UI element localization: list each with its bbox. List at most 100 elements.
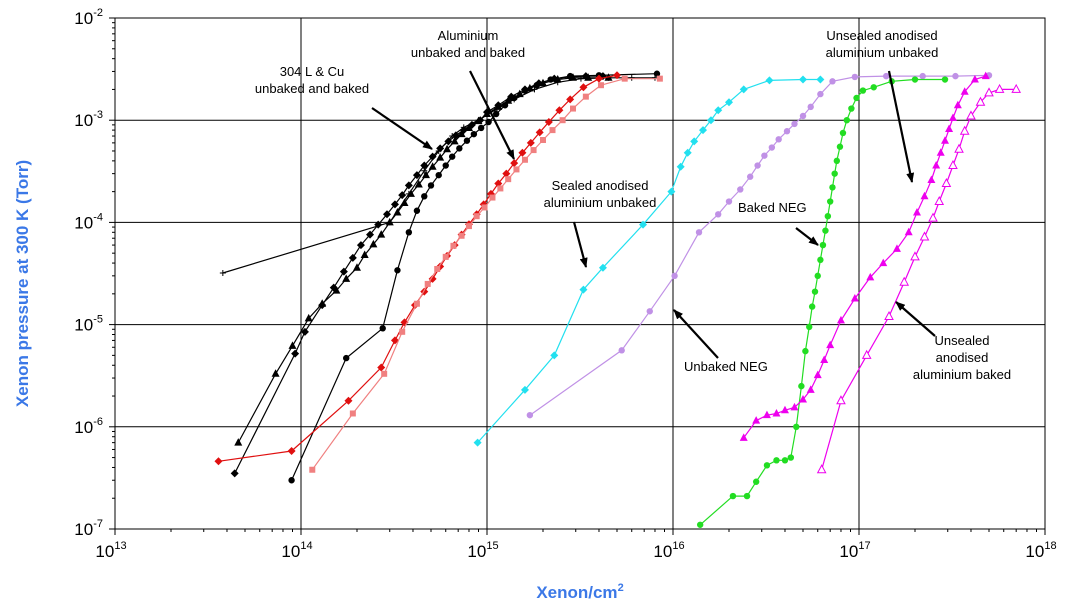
annotation-label: 304 L & Cu unbaked and baked <box>255 64 369 96</box>
data-point <box>850 294 859 302</box>
data-point <box>510 94 518 102</box>
annotation-5: Baked NEG <box>738 200 819 246</box>
data-point <box>465 223 472 230</box>
data-point <box>790 402 799 411</box>
data-point <box>817 256 824 264</box>
data-point <box>628 74 635 81</box>
y-tick-exp: -6 <box>93 416 103 428</box>
data-point <box>456 145 463 152</box>
data-point <box>820 355 829 364</box>
x-tick-label: 1018 <box>1025 540 1056 561</box>
series-line <box>477 78 821 444</box>
data-point <box>393 207 402 216</box>
data-point <box>928 212 938 222</box>
data-point <box>458 232 465 239</box>
annotation-layer: 304 L & Cu unbaked and baked Aluminium unba… <box>255 28 1011 382</box>
data-point <box>570 105 577 112</box>
data-point <box>793 423 800 430</box>
annotation-line: Unbaked NEG <box>684 359 768 374</box>
data-point <box>400 198 409 206</box>
data-point <box>510 159 519 168</box>
tick-labels: 1013 1014 1015 1016 1017 101810-210-310-410-5… <box>74 7 1056 561</box>
x-tick-label: 1013 <box>95 540 126 561</box>
annotation-line: unbaked and baked <box>255 81 369 96</box>
data-point <box>476 116 485 125</box>
data-point <box>984 87 994 97</box>
y-tick-base: 10 <box>74 418 93 437</box>
data-point <box>952 72 959 80</box>
data-point <box>715 211 722 218</box>
data-point <box>811 288 819 295</box>
data-point <box>676 162 685 171</box>
data-point <box>442 162 449 169</box>
y-tick-label: 10-4 <box>74 211 103 232</box>
y-tick-base: 10 <box>74 213 93 232</box>
data-point <box>960 87 969 95</box>
data-point <box>613 71 622 80</box>
data-point <box>813 370 822 379</box>
data-point <box>459 126 468 135</box>
data-point <box>743 492 751 500</box>
series-11 <box>816 83 1022 474</box>
series-5 <box>214 71 622 466</box>
annotation-6: Unbaked NEG <box>673 309 768 374</box>
data-point <box>566 95 575 104</box>
data-point <box>399 328 406 335</box>
data-point <box>948 113 957 122</box>
data-point <box>724 98 733 107</box>
data-point <box>861 349 872 359</box>
data-point <box>428 152 437 161</box>
data-point <box>799 75 808 84</box>
series-line <box>218 74 618 462</box>
data-point <box>714 106 723 115</box>
data-point <box>377 230 386 238</box>
data-point <box>870 84 877 91</box>
data-point <box>271 369 280 377</box>
data-point <box>449 153 456 160</box>
data-point <box>597 82 604 89</box>
data-point <box>434 265 441 272</box>
data-point <box>831 170 838 177</box>
data-point <box>598 263 607 272</box>
data-point <box>768 144 776 151</box>
data-point <box>332 286 341 294</box>
series-10 <box>739 71 990 441</box>
series-layer <box>214 70 1022 528</box>
y-tick-base: 10 <box>74 111 93 130</box>
data-point <box>492 110 500 118</box>
series-line <box>529 74 990 416</box>
annotation-3: Sealed anodised aluminium unbaked <box>544 178 656 268</box>
data-point <box>808 303 816 310</box>
x-tick-base: 10 <box>281 542 300 561</box>
data-point <box>826 340 835 349</box>
data-point <box>406 189 415 197</box>
data-point <box>814 272 821 280</box>
data-point <box>547 76 554 83</box>
data-point <box>799 112 807 120</box>
annotation-line: unbaked and baked <box>411 45 525 60</box>
data-point <box>683 148 692 157</box>
data-point <box>473 213 480 220</box>
data-point <box>436 144 445 153</box>
annotation-line: Unsealed anodised <box>826 28 937 43</box>
annotation-4: Unsealed anodised aluminium unbaked <box>826 28 938 183</box>
axis-ticks <box>109 17 1046 535</box>
data-point <box>329 283 338 292</box>
data-point <box>833 157 841 165</box>
annotation-line: Unsealed <box>935 333 990 348</box>
data-point <box>839 129 847 137</box>
data-point <box>671 272 678 280</box>
data-point <box>941 136 950 144</box>
data-point <box>343 354 350 362</box>
data-point <box>762 410 771 419</box>
data-point <box>287 446 296 455</box>
data-point <box>420 161 429 170</box>
data-point <box>489 194 496 201</box>
x-axis-title-text: Xenon/cm <box>536 583 617 602</box>
series-line <box>311 78 660 471</box>
annotation-line: Baked NEG <box>738 200 807 215</box>
data-point <box>379 325 386 332</box>
data-point <box>526 411 534 419</box>
annotation-label: Unsealed anodised aluminium baked <box>913 333 1011 382</box>
